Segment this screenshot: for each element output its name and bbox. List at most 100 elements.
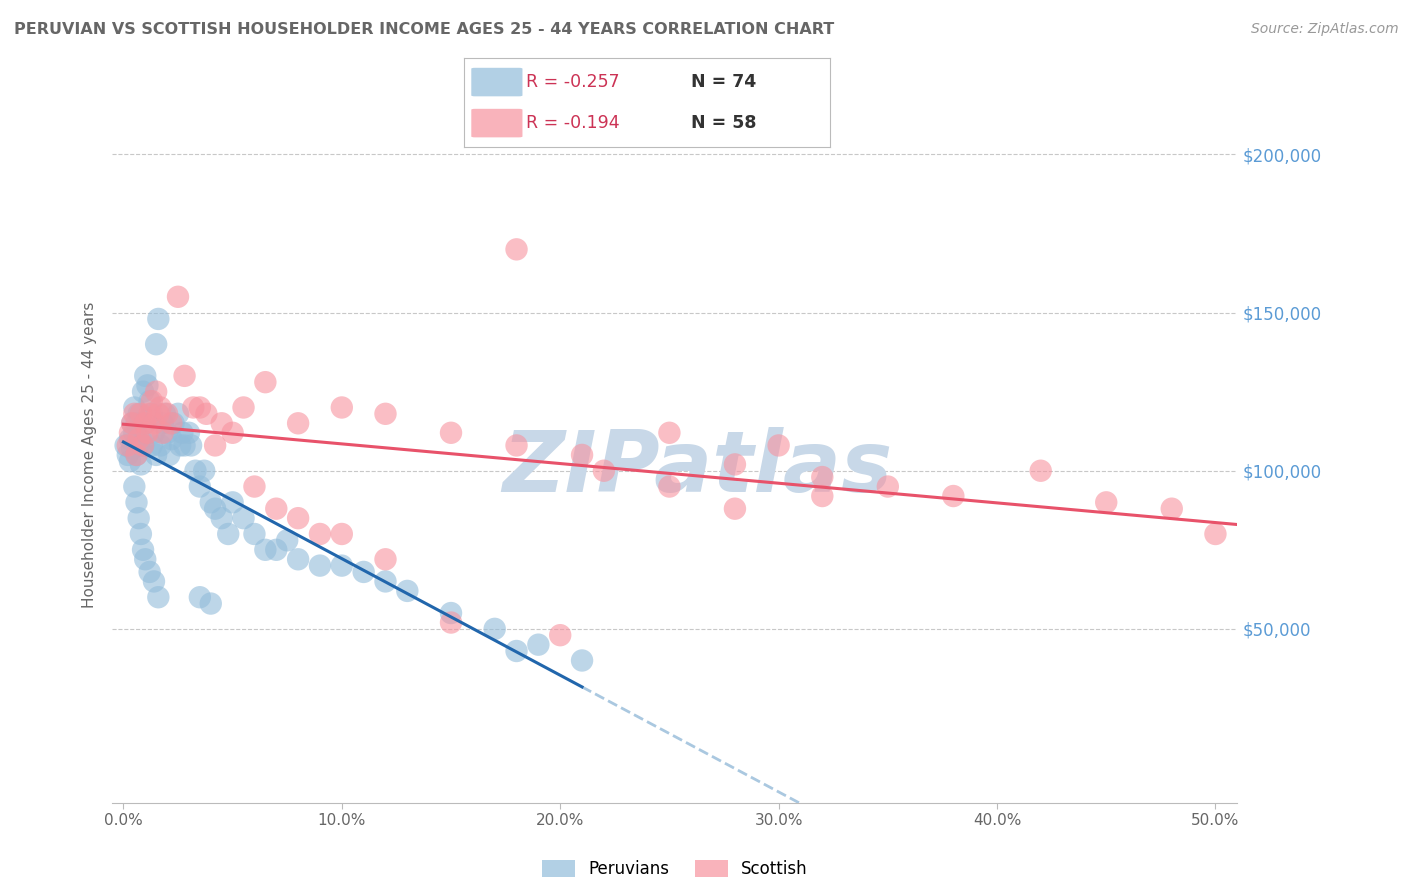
- Point: [148, 591, 170, 605]
- Point: [124, 407, 146, 421]
- Point: [125, 448, 148, 462]
- Point: [440, 615, 463, 630]
- Point: [141, 407, 163, 421]
- Point: [128, 511, 150, 525]
- Point: [724, 501, 747, 516]
- Text: R = -0.257: R = -0.257: [526, 73, 620, 91]
- Point: [1029, 464, 1052, 478]
- Y-axis label: Householder Income Ages 25 - 44 years: Householder Income Ages 25 - 44 years: [82, 301, 97, 608]
- Point: [134, 417, 156, 431]
- Point: [124, 401, 146, 415]
- Point: [129, 432, 152, 446]
- Point: [177, 425, 200, 440]
- Point: [143, 417, 166, 431]
- Point: [129, 458, 152, 472]
- Point: [193, 464, 215, 478]
- Point: [173, 368, 195, 383]
- Point: [138, 565, 160, 579]
- Point: [152, 417, 174, 431]
- Point: [287, 511, 309, 525]
- Point: [440, 425, 463, 440]
- Point: [221, 495, 243, 509]
- Point: [353, 565, 375, 579]
- Point: [180, 438, 202, 452]
- Point: [188, 401, 211, 415]
- Point: [132, 438, 155, 452]
- Text: N = 58: N = 58: [690, 114, 756, 132]
- Point: [254, 375, 277, 389]
- Point: [160, 432, 183, 446]
- Point: [211, 511, 233, 525]
- Point: [188, 591, 211, 605]
- Text: PERUVIAN VS SCOTTISH HOUSEHOLDER INCOME AGES 25 - 44 YEARS CORRELATION CHART: PERUVIAN VS SCOTTISH HOUSEHOLDER INCOME …: [14, 22, 834, 37]
- Point: [1204, 527, 1226, 541]
- Point: [114, 438, 136, 452]
- Point: [243, 527, 266, 541]
- Point: [129, 527, 152, 541]
- Point: [287, 417, 309, 431]
- Point: [167, 290, 190, 304]
- Point: [148, 407, 170, 421]
- Point: [125, 417, 148, 431]
- Point: [811, 470, 834, 484]
- Point: [276, 533, 298, 548]
- Point: [266, 501, 288, 516]
- Point: [309, 558, 332, 573]
- Point: [374, 574, 396, 589]
- Point: [593, 464, 616, 478]
- Point: [157, 448, 180, 462]
- Point: [149, 401, 172, 415]
- Point: [156, 407, 179, 421]
- Point: [188, 479, 211, 493]
- Point: [309, 527, 332, 541]
- Point: [117, 438, 139, 452]
- Point: [138, 407, 160, 421]
- Point: [167, 407, 190, 421]
- Point: [724, 458, 747, 472]
- Point: [876, 479, 898, 493]
- Point: [548, 628, 571, 642]
- Point: [658, 479, 681, 493]
- Point: [184, 464, 207, 478]
- Point: [121, 442, 143, 456]
- Point: [143, 425, 166, 440]
- Point: [125, 448, 148, 462]
- Point: [505, 243, 527, 257]
- Point: [1095, 495, 1118, 509]
- Point: [148, 312, 170, 326]
- Point: [768, 438, 790, 452]
- Point: [287, 552, 309, 566]
- Point: [204, 501, 226, 516]
- Point: [132, 438, 155, 452]
- Point: [330, 558, 353, 573]
- Point: [143, 574, 166, 589]
- Point: [118, 454, 141, 468]
- Point: [232, 401, 254, 415]
- Point: [132, 542, 155, 557]
- Point: [134, 368, 156, 383]
- Text: N = 74: N = 74: [690, 73, 756, 91]
- Point: [128, 407, 150, 421]
- Point: [484, 622, 506, 636]
- Point: [266, 542, 288, 557]
- Point: [1160, 501, 1182, 516]
- Point: [141, 438, 163, 452]
- Point: [132, 384, 155, 399]
- Point: [374, 407, 396, 421]
- Point: [200, 597, 222, 611]
- Point: [125, 495, 148, 509]
- Point: [134, 417, 156, 431]
- Point: [330, 527, 353, 541]
- Point: [254, 542, 277, 557]
- Point: [505, 644, 527, 658]
- Point: [136, 425, 159, 440]
- FancyBboxPatch shape: [471, 109, 523, 137]
- Point: [136, 378, 159, 392]
- Point: [374, 552, 396, 566]
- Point: [173, 438, 195, 452]
- Point: [200, 495, 222, 509]
- Point: [124, 479, 146, 493]
- Point: [172, 425, 194, 440]
- Point: [121, 417, 143, 431]
- FancyBboxPatch shape: [471, 68, 523, 96]
